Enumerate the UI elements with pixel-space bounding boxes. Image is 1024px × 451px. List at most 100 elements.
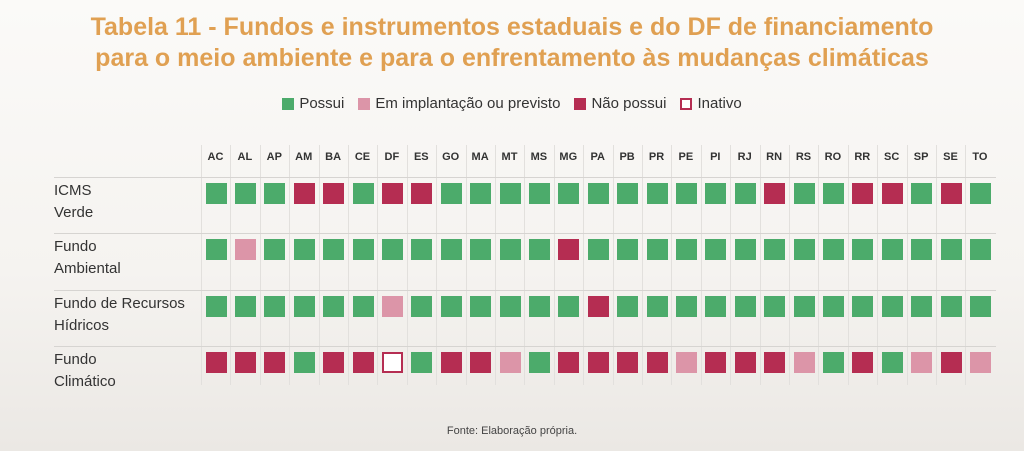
column-header: MT: [501, 151, 518, 163]
status-cell-to: [969, 239, 991, 260]
row-label-line: Ambiental: [54, 260, 121, 277]
column-divider: [348, 145, 349, 385]
status-cell-sp: [911, 296, 933, 317]
status-cell-sp: [911, 239, 933, 260]
status-cell-am: [293, 183, 315, 204]
column-divider: [553, 145, 555, 385]
status-cell-se: [940, 183, 962, 204]
column-header: PR: [648, 151, 665, 163]
status-cell-mg: [558, 296, 580, 317]
status-cell-ap: [264, 183, 286, 204]
status-cell-df: [381, 352, 403, 373]
status-cell-pi: [705, 352, 727, 373]
column-header: DF: [384, 151, 400, 163]
column-header: TO: [972, 151, 988, 163]
legend-swatch: [574, 97, 587, 110]
status-cell-al: [234, 239, 256, 260]
legend-label: Possui: [299, 95, 345, 112]
status-cell-rj: [734, 183, 756, 204]
status-cell-df: [381, 239, 403, 260]
legend-swatch: [282, 97, 295, 110]
status-cell-ce: [352, 352, 374, 373]
column-header: RN: [766, 151, 783, 163]
status-cell-ap: [264, 239, 286, 260]
column-header: RR: [854, 151, 871, 163]
status-cell-ms: [528, 183, 550, 204]
status-cell-ma: [470, 352, 492, 373]
column-divider: [671, 145, 673, 385]
column-divider: [259, 145, 261, 385]
status-cell-ro: [822, 352, 844, 373]
column-divider: [759, 145, 761, 385]
status-cell-to: [969, 296, 991, 317]
column-header: RO: [824, 151, 842, 163]
legend: Possui Em implantação ou previsto Não poss…: [0, 95, 1024, 112]
column-header: SE: [943, 151, 958, 163]
status-cell-rs: [793, 352, 815, 373]
status-cell-es: [411, 183, 433, 204]
status-cell-pr: [646, 296, 668, 317]
row-label: Fundo Climático: [54, 349, 116, 393]
status-cell-pr: [646, 183, 668, 204]
row-label-line: Fundo: [54, 351, 97, 368]
status-cell-rs: [793, 296, 815, 317]
legend-label: Inativo: [697, 95, 742, 112]
status-cell-sc: [881, 296, 903, 317]
status-cell-rr: [852, 239, 874, 260]
row-label: Fundo Ambiental: [54, 236, 121, 280]
status-cell-sp: [911, 352, 933, 373]
column-header: GO: [442, 151, 460, 163]
status-cell-sp: [911, 183, 933, 204]
column-header: SC: [884, 151, 900, 163]
status-cell-rj: [734, 352, 756, 373]
status-cell-ac: [205, 239, 227, 260]
status-cell-go: [440, 352, 462, 373]
status-cell-ac: [205, 296, 227, 317]
status-cell-pe: [675, 183, 697, 204]
status-cell-ms: [528, 239, 550, 260]
column-divider: [230, 145, 232, 385]
status-cell-ba: [323, 183, 345, 204]
status-cell-pe: [675, 352, 697, 373]
legend-swatch: [680, 97, 693, 110]
column-divider: [318, 145, 320, 385]
column-divider: [906, 145, 908, 385]
status-cell-to: [969, 352, 991, 373]
status-cell-rs: [793, 239, 815, 260]
status-cell-se: [940, 239, 962, 260]
status-cell-rn: [764, 352, 786, 373]
legend-item: Inativo: [680, 95, 742, 112]
column-header: SP: [913, 151, 929, 163]
column-header: PI: [710, 151, 721, 163]
column-header: AC: [207, 151, 224, 163]
column-divider: [465, 145, 467, 385]
column-divider: [406, 145, 408, 385]
column-header: RJ: [737, 151, 752, 163]
column-header: PA: [590, 151, 605, 163]
status-cell-ac: [205, 352, 227, 373]
column-header: MS: [530, 151, 548, 163]
status-cell-am: [293, 352, 315, 373]
status-cell-pe: [675, 296, 697, 317]
status-cell-pa: [587, 183, 609, 204]
column-divider: [847, 145, 849, 385]
status-cell-df: [381, 296, 403, 317]
status-cell-ap: [264, 296, 286, 317]
column-divider: [877, 145, 879, 385]
status-cell-es: [411, 239, 433, 260]
column-divider: [789, 145, 790, 385]
status-cell-ce: [352, 296, 374, 317]
status-cell-pb: [617, 239, 639, 260]
status-cell-ms: [528, 296, 550, 317]
column-header: MA: [471, 151, 489, 163]
legend-item: Possui: [282, 95, 344, 112]
legend-item: Em implantação ou previsto: [358, 95, 560, 112]
status-cell-rr: [852, 296, 874, 317]
status-cell-ac: [205, 183, 227, 204]
status-cell-pa: [587, 239, 609, 260]
status-cell-pb: [617, 352, 639, 373]
column-header: AP: [266, 151, 282, 163]
status-cell-rn: [764, 296, 786, 317]
legend-item: Não possui: [574, 95, 666, 112]
column-divider: [436, 145, 438, 385]
